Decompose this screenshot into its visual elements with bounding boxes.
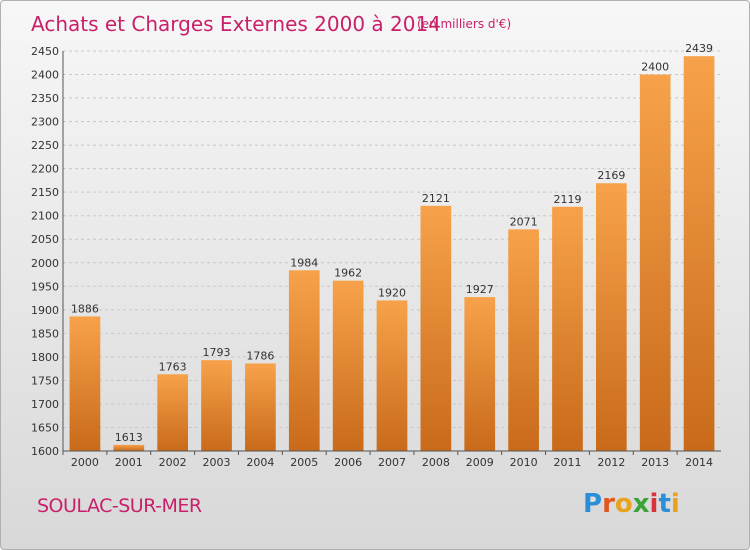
y-tick-label: 2300 <box>31 116 59 129</box>
y-tick-label: 2400 <box>31 69 59 82</box>
y-tick-label: 2150 <box>31 186 59 199</box>
value-label-2014: 2439 <box>685 42 713 55</box>
value-label-2012: 2169 <box>597 169 625 182</box>
proxiti-logo: Proxiti <box>583 489 680 519</box>
x-tick-label-2008: 2008 <box>422 456 450 469</box>
y-axis: 1600 1650 1700 1750 1800 1850 1900 1950 2000 2050… <box>31 45 59 458</box>
x-tick-label-2001: 2001 <box>115 456 143 469</box>
bar-2009 <box>464 297 496 451</box>
y-tick-label: 2050 <box>31 233 59 246</box>
x-tick-label-2014: 2014 <box>685 456 713 469</box>
value-label-2009: 1927 <box>466 283 494 296</box>
value-label-2004: 1786 <box>246 349 274 362</box>
bar-2013 <box>639 74 671 451</box>
logo-letter: t <box>658 489 671 519</box>
bar-2007 <box>376 300 408 451</box>
bar-2011 <box>552 206 583 451</box>
x-tick-label-2010: 2010 <box>510 456 538 469</box>
y-tick-label: 2100 <box>31 210 59 223</box>
y-tick-label: 2350 <box>31 92 59 105</box>
x-tick-label-2005: 2005 <box>290 456 318 469</box>
x-tick-label-2013: 2013 <box>641 456 669 469</box>
logo-letter: i <box>649 489 659 519</box>
bar-2004 <box>245 363 276 451</box>
bar-2014 <box>683 56 715 451</box>
logo-letter: o <box>614 489 633 519</box>
value-label-2003: 1793 <box>203 346 231 359</box>
y-tick-label: 1850 <box>31 327 59 340</box>
value-label-2001: 1613 <box>115 431 143 444</box>
bar-2006 <box>332 280 364 451</box>
bar-2003 <box>201 360 232 451</box>
x-tick-label-2012: 2012 <box>597 456 625 469</box>
bar-2002 <box>157 374 189 451</box>
bar-2008 <box>420 205 452 451</box>
axes-lines <box>62 51 721 452</box>
bars: 1886 1613 1763 1793 1786 1984 1962 1920 2121 1927… <box>69 42 715 451</box>
logo-letter: r <box>602 489 615 519</box>
y-tick-label: 1600 <box>31 445 59 458</box>
y-tick-label: 2200 <box>31 163 59 176</box>
x-tick-label-2002: 2002 <box>159 456 187 469</box>
x-tick-label-2004: 2004 <box>246 456 274 469</box>
x-axis: 2000 2001 2002 2003 2004 2005 2006 2007 2008 2009… <box>62 451 713 469</box>
y-tick-label: 2000 <box>31 257 59 270</box>
bar-2000 <box>69 316 101 451</box>
value-label-2011: 2119 <box>553 193 581 206</box>
y-tick-label: 1900 <box>31 304 59 317</box>
x-tick-label-2009: 2009 <box>466 456 494 469</box>
value-label-2008: 2121 <box>422 192 450 205</box>
x-tick-label-2000: 2000 <box>71 456 99 469</box>
chart-title: Achats et Charges Externes 2000 à 2014 <box>31 12 441 36</box>
x-tick-label-2006: 2006 <box>334 456 362 469</box>
value-label-2005: 1984 <box>290 256 318 269</box>
logo-letter: i <box>670 489 680 519</box>
bar-2012 <box>595 183 627 451</box>
value-label-2010: 2071 <box>510 215 538 228</box>
y-tick-label: 1950 <box>31 280 59 293</box>
x-tick-label-2011: 2011 <box>553 456 581 469</box>
x-tick-label-2007: 2007 <box>378 456 406 469</box>
x-tick-label-2003: 2003 <box>203 456 231 469</box>
y-tick-label: 1650 <box>31 421 59 434</box>
y-tick-label: 1750 <box>31 374 59 387</box>
value-label-2013: 2400 <box>641 61 669 74</box>
value-label-2002: 1763 <box>159 360 187 373</box>
y-tick-label: 1800 <box>31 351 59 364</box>
y-tick-label: 2250 <box>31 139 59 152</box>
y-tick-label: 1700 <box>31 398 59 411</box>
city-name: SOULAC-SUR-MER <box>37 495 202 517</box>
value-label-2006: 1962 <box>334 267 362 280</box>
value-label-2007: 1920 <box>378 286 406 299</box>
logo-letter: P <box>583 489 603 519</box>
y-tick-label: 2450 <box>31 45 59 58</box>
bar-2010 <box>508 229 539 451</box>
bar-2005 <box>288 270 320 451</box>
bar-2001 <box>113 444 145 451</box>
value-label-2000: 1886 <box>71 302 99 315</box>
chart-subtitle: (en milliers d'€) <box>417 17 511 31</box>
logo-letter: x <box>632 489 650 519</box>
